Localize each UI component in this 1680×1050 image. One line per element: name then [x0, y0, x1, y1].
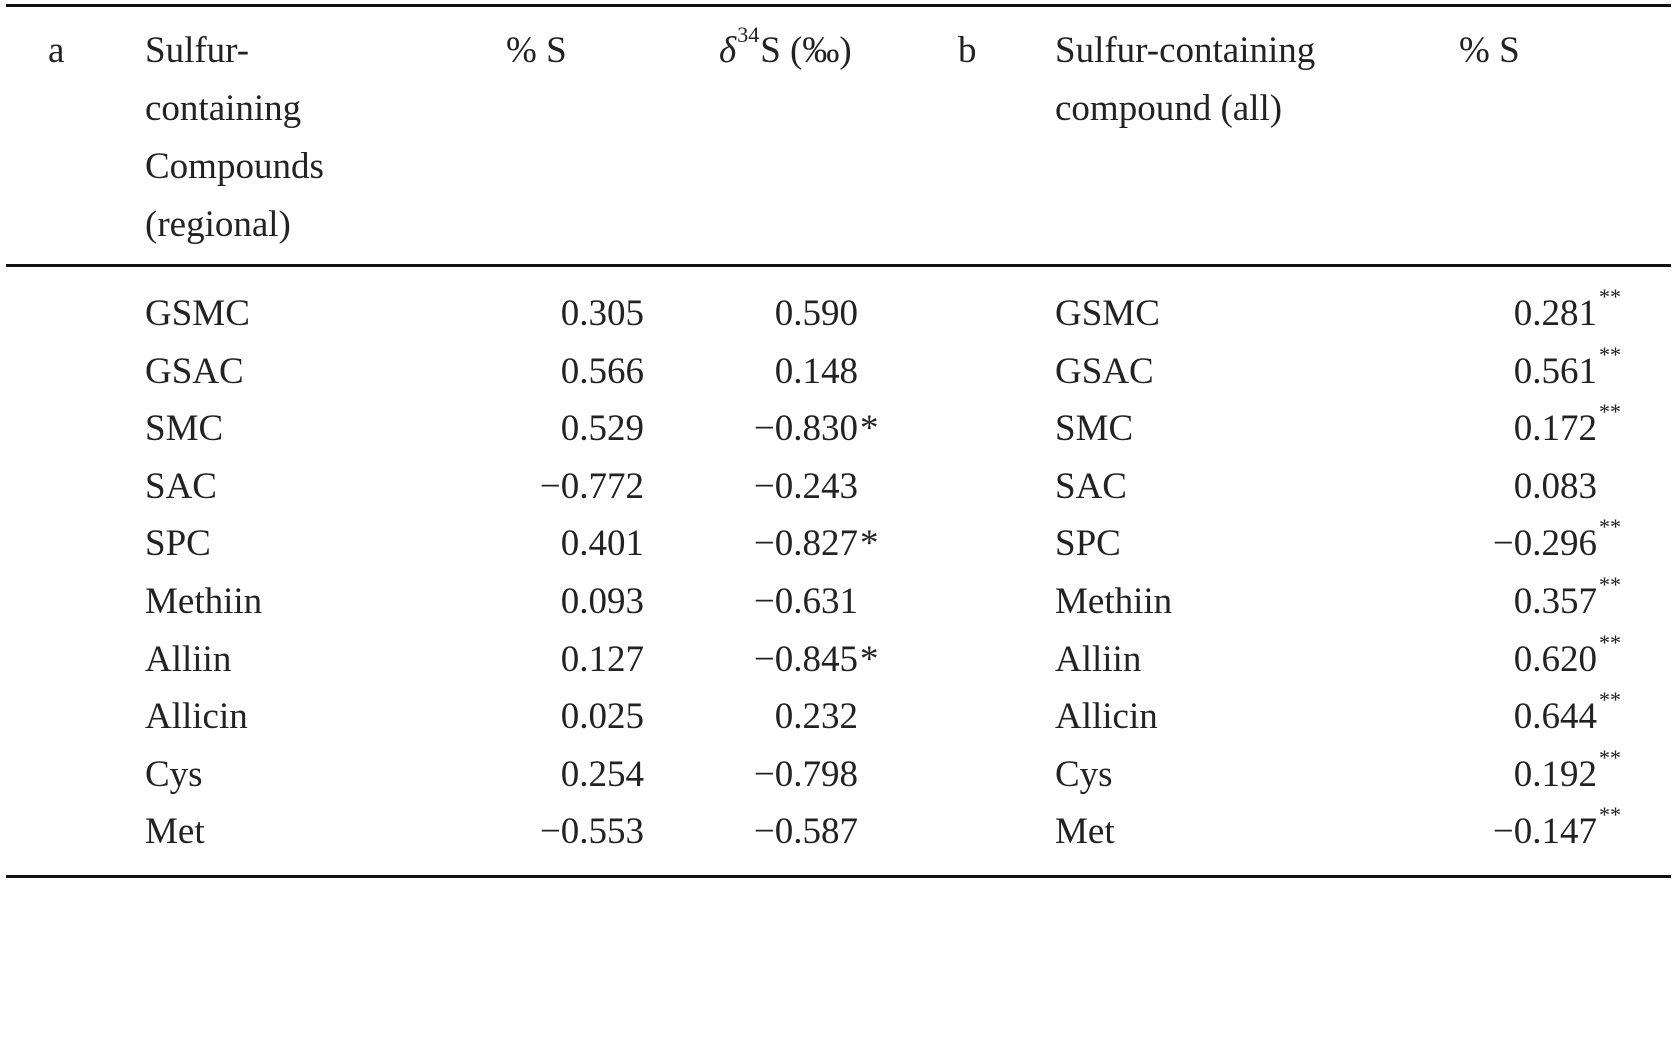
column-header: S (‰): [760, 30, 852, 71]
column-header: % S: [506, 30, 567, 71]
compound-name: SPC: [1055, 523, 1121, 565]
delta-value: −0.830: [753, 408, 858, 450]
column-header: Sulfur-: [145, 30, 250, 71]
compound-name: Cys: [1055, 753, 1113, 795]
column-header: 34: [737, 22, 760, 47]
compound-name: Alliin: [1055, 638, 1142, 680]
delta-value: −0.631: [753, 581, 858, 622]
pct-s-value: 0.561: [1513, 350, 1597, 392]
significance-mark: **: [1599, 514, 1621, 540]
column-header: containing: [145, 88, 302, 129]
pct-s-value: 0.083: [1513, 465, 1597, 507]
pct-s-value: 0.172: [1513, 408, 1597, 450]
compound-name: GSMC: [1055, 293, 1160, 334]
compound-name: Methiin: [1055, 581, 1173, 622]
pct-s-value: 0.620: [1513, 638, 1597, 680]
significance-mark: **: [1599, 629, 1621, 655]
pct-s-value: 0.192: [1513, 753, 1597, 795]
delta-value: 0.148: [774, 350, 858, 392]
delta-value: −0.243: [753, 465, 858, 507]
panel-label: a: [48, 30, 65, 71]
significance-mark: *: [860, 638, 879, 680]
compound-name: Met: [145, 811, 205, 853]
header-rule: [6, 264, 1671, 267]
pct-s-value: 0.127: [560, 638, 644, 680]
pct-s-value: 0.305: [560, 293, 644, 334]
compound-name: GSAC: [145, 350, 244, 392]
compound-name: GSMC: [145, 293, 250, 334]
significance-mark: **: [1599, 572, 1621, 597]
compound-name: Allicin: [145, 696, 248, 738]
compound-name: GSAC: [1055, 350, 1154, 392]
column-header: Compounds: [145, 146, 324, 187]
pct-s-value: 0.566: [560, 350, 644, 392]
column-header: compound (all): [1055, 88, 1283, 129]
delta-value: 0.232: [774, 696, 858, 738]
delta-value: −0.827: [753, 523, 858, 565]
significance-mark: **: [1599, 687, 1621, 713]
delta-value: −0.587: [753, 811, 858, 853]
pct-s-value: 0.644: [1513, 696, 1597, 738]
significance-mark: **: [1599, 399, 1621, 425]
pct-s-value: −0.772: [539, 465, 644, 507]
pct-s-value: 0.025: [560, 696, 644, 738]
significance-mark: **: [1599, 284, 1621, 309]
column-header: (regional): [145, 204, 291, 245]
column-header: Sulfur-containing: [1055, 30, 1316, 71]
compound-name: Met: [1055, 811, 1115, 853]
significance-mark: *: [860, 408, 879, 450]
compound-name: SMC: [145, 408, 224, 450]
pct-s-value: 0.357: [1513, 581, 1597, 622]
pct-s-value: −0.147: [1492, 811, 1597, 853]
compound-name: SPC: [145, 523, 211, 565]
pct-s-value: 0.281: [1513, 293, 1597, 334]
pct-s-value: 0.401: [560, 523, 644, 565]
column-header: δ: [719, 30, 737, 71]
compound-name: Methiin: [145, 581, 263, 622]
pct-s-value: 0.254: [560, 753, 644, 795]
delta-value: −0.845: [753, 638, 858, 680]
column-header: % S: [1459, 30, 1520, 71]
pct-s-value: −0.553: [539, 811, 644, 853]
delta-value: −0.798: [753, 753, 858, 795]
compound-name: SMC: [1055, 408, 1134, 450]
panel-label: b: [958, 30, 977, 71]
delta-value: 0.590: [774, 293, 858, 334]
significance-mark: **: [1599, 341, 1621, 367]
pct-s-value: 0.093: [560, 581, 644, 622]
top-rule: [6, 4, 1671, 7]
significance-mark: *: [860, 523, 879, 565]
compound-name: Allicin: [1055, 696, 1158, 738]
compound-name: Alliin: [145, 638, 232, 680]
pct-s-value: 0.529: [560, 408, 644, 450]
significance-mark: **: [1599, 744, 1621, 770]
compound-name: SAC: [1055, 465, 1127, 507]
significance-mark: **: [1599, 802, 1621, 828]
compound-name: Cys: [145, 753, 203, 795]
bottom-rule: [6, 875, 1671, 878]
compound-name: SAC: [145, 465, 217, 507]
pct-s-value: −0.296: [1492, 523, 1597, 565]
